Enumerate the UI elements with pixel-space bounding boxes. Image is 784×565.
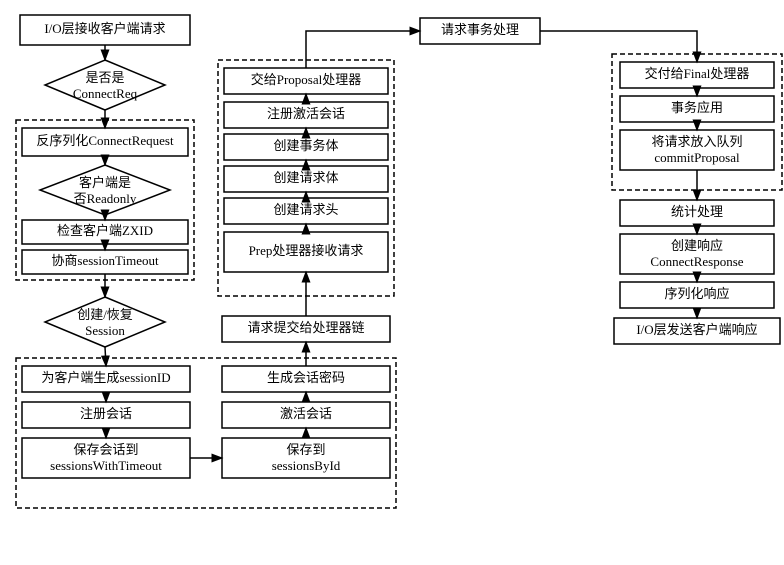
label-n_io_in: I/O层接收客户端请求: [44, 21, 165, 36]
label-d_ro-2: 否Readonly: [74, 191, 137, 206]
label-n_queue-1: 将请求放入队列: [651, 134, 742, 149]
label-n_cresp-2: ConnectResponse: [650, 254, 743, 269]
label-d_conn-1: 是否是: [85, 70, 124, 85]
label-n_queue-2: commitProposal: [654, 150, 740, 165]
label-n_regact: 注册激活会话: [267, 106, 345, 121]
label-n_reg: 注册会话: [80, 406, 132, 421]
label-n_sbi-2: sessionsById: [272, 458, 341, 473]
edge-d_sess-n_sid: [105, 347, 106, 366]
label-n_apply: 事务应用: [671, 100, 723, 115]
label-d_conn-2: ConnectReq: [73, 86, 138, 101]
label-d_sess-1: 创建/恢复: [77, 307, 133, 322]
label-n_prop: 交给Proposal处理器: [251, 72, 362, 87]
label-n_stat: 统计处理: [671, 204, 723, 219]
label-n_zxid: 检查客户端ZXID: [57, 223, 153, 238]
label-n_act: 激活会话: [280, 406, 332, 421]
label-n_txnproc: 请求事务处理: [441, 22, 519, 37]
label-n_final: 交付给Final处理器: [645, 66, 750, 81]
label-n_txn: 创建事务体: [273, 138, 338, 153]
label-n_ser: 序列化响应: [664, 286, 729, 301]
label-n_swt-1: 保存会话到: [73, 442, 138, 457]
label-n_sid: 为客户端生成sessionID: [41, 370, 170, 385]
label-n_reqb: 创建请求体: [273, 170, 338, 185]
label-n_pwd: 生成会话密码: [267, 370, 345, 385]
label-n_sto: 协商sessionTimeout: [51, 253, 159, 268]
label-d_ro-1: 客户端是: [79, 175, 131, 190]
label-n_submit: 请求提交给处理器链: [247, 320, 364, 335]
label-d_sess-2: Session: [85, 323, 125, 338]
label-n_reqh: 创建请求头: [273, 202, 338, 217]
label-n_sbi-1: 保存到: [286, 442, 325, 457]
label-n_deser: 反序列化ConnectRequest: [36, 133, 174, 148]
edge-n_prop-n_txnproc: [306, 31, 420, 68]
label-n_swt-2: sessionsWithTimeout: [50, 458, 162, 473]
edge-n_txnproc-n_final: [540, 31, 697, 62]
label-n_cresp-1: 创建响应: [671, 238, 723, 253]
label-n_io_out: I/O层发送客户端响应: [636, 322, 757, 337]
label-n_prep: Prep处理器接收请求: [249, 243, 364, 258]
